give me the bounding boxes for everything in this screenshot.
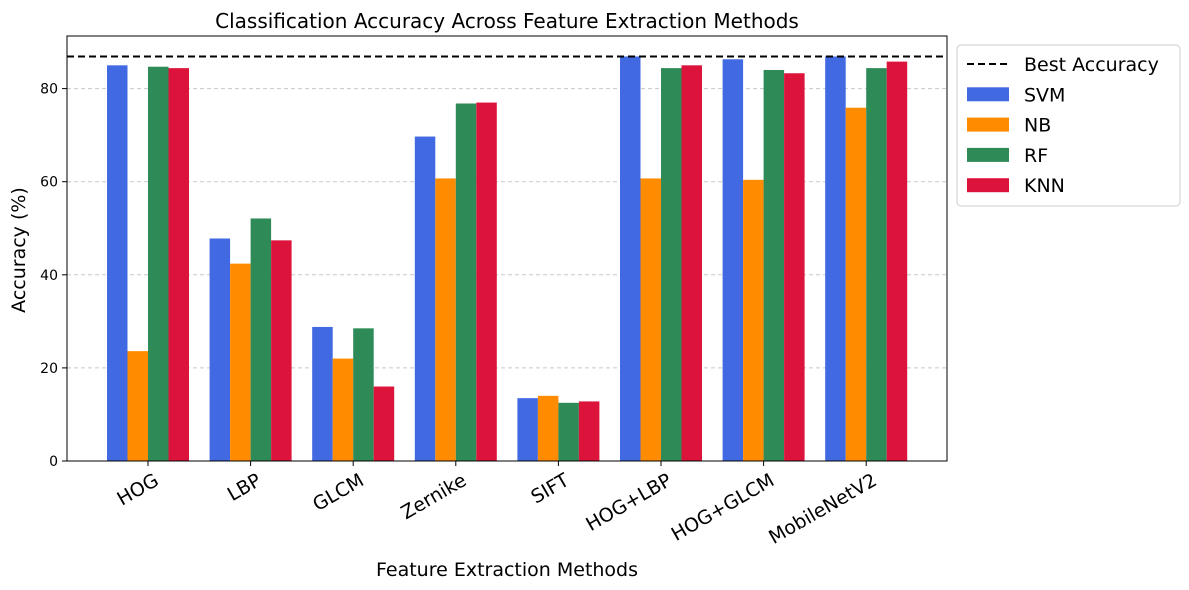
- legend-swatch-knn: [967, 178, 1009, 193]
- grid-lines: [67, 88, 947, 369]
- y-tick-label: 60: [40, 175, 58, 191]
- legend-label: NB: [1024, 115, 1051, 137]
- bar-nb-mobilenetv2: [845, 107, 867, 462]
- bar-svm-hog-glcm: [722, 59, 744, 462]
- bar-nb-glcm: [332, 358, 354, 461]
- bar-knn-hog-glcm: [784, 73, 805, 461]
- bar-knn-mobilenetv2: [886, 61, 908, 461]
- bar-nb-zernike: [435, 178, 456, 461]
- plot-frame: [66, 35, 948, 462]
- bar-nb-sift: [537, 395, 559, 461]
- bar-svm-glcm: [312, 326, 333, 461]
- x-axis: HOG LBP GLCM Zernike SIFT HOG+LBPHOG+GLCMMobi…: [113, 461, 881, 549]
- bar-nb-hog-glcm: [743, 179, 764, 461]
- y-axis: 0 20 40 60 80: [40, 82, 67, 470]
- legend-label: SVM: [1024, 84, 1065, 106]
- y-tick-label: 40: [40, 268, 58, 284]
- bar-svm-lbp: [209, 238, 231, 461]
- x-tick-label: SIFT: [527, 469, 573, 508]
- bar-nb-hog-lbp: [640, 178, 661, 461]
- bar-rf-glcm: [353, 328, 374, 461]
- chart-title: Classification Accuracy Across Feature E…: [215, 9, 799, 33]
- bar-svm-hog-lbp: [620, 56, 641, 461]
- y-tick-label: 80: [40, 82, 58, 98]
- legend: Best Accuracy SVM NB RF KNN: [956, 44, 1181, 207]
- bar-rf-zernike: [455, 103, 477, 462]
- bar-knn-hog-lbp: [681, 65, 702, 462]
- x-tick-label: HOG: [113, 469, 162, 510]
- bars: [107, 56, 908, 462]
- legend-label: Best Accuracy: [1024, 54, 1159, 76]
- legend-swatch-nb: [967, 117, 1009, 132]
- bar-knn-glcm: [373, 386, 395, 461]
- legend-swatch-svm: [967, 87, 1009, 102]
- bar-knn-hog: [168, 68, 189, 461]
- bar-knn-zernike: [476, 102, 497, 462]
- x-axis-label: Feature Extraction Methods: [376, 559, 638, 581]
- x-tick-label: HOG+LBP: [582, 469, 675, 536]
- bar-nb-hog: [127, 351, 148, 461]
- bar-rf-lbp: [250, 218, 272, 461]
- bar-svm-zernike: [414, 136, 436, 461]
- bar-rf-mobilenetv2: [866, 68, 887, 461]
- x-tick-label: MobileNetV2: [765, 469, 881, 548]
- x-tick-label: Zernike: [397, 469, 470, 524]
- bar-rf-hog-lbp: [661, 68, 682, 461]
- bar-rf-hog: [148, 66, 169, 461]
- bar-svm-hog: [107, 65, 128, 462]
- bar-nb-lbp: [230, 263, 251, 461]
- legend-label: KNN: [1024, 175, 1065, 197]
- x-tick-label: LBP: [224, 469, 265, 506]
- bar-svm-sift: [517, 398, 538, 461]
- x-tick-label: GLCM: [309, 469, 368, 516]
- y-tick-label: 0: [49, 454, 58, 470]
- bar-rf-hog-glcm: [763, 69, 785, 461]
- bar-knn-lbp: [271, 240, 292, 461]
- bar-rf-sift: [558, 402, 579, 461]
- legend-swatch-rf: [967, 147, 1009, 162]
- x-tick-label: HOG+GLCM: [668, 469, 778, 545]
- y-axis-label: Accuracy (%): [8, 187, 30, 313]
- y-tick-label: 20: [40, 361, 58, 377]
- bar-svm-mobilenetv2: [825, 56, 846, 461]
- legend-box: [956, 44, 1181, 207]
- legend-label: RF: [1024, 145, 1048, 167]
- bar-knn-sift: [578, 401, 600, 461]
